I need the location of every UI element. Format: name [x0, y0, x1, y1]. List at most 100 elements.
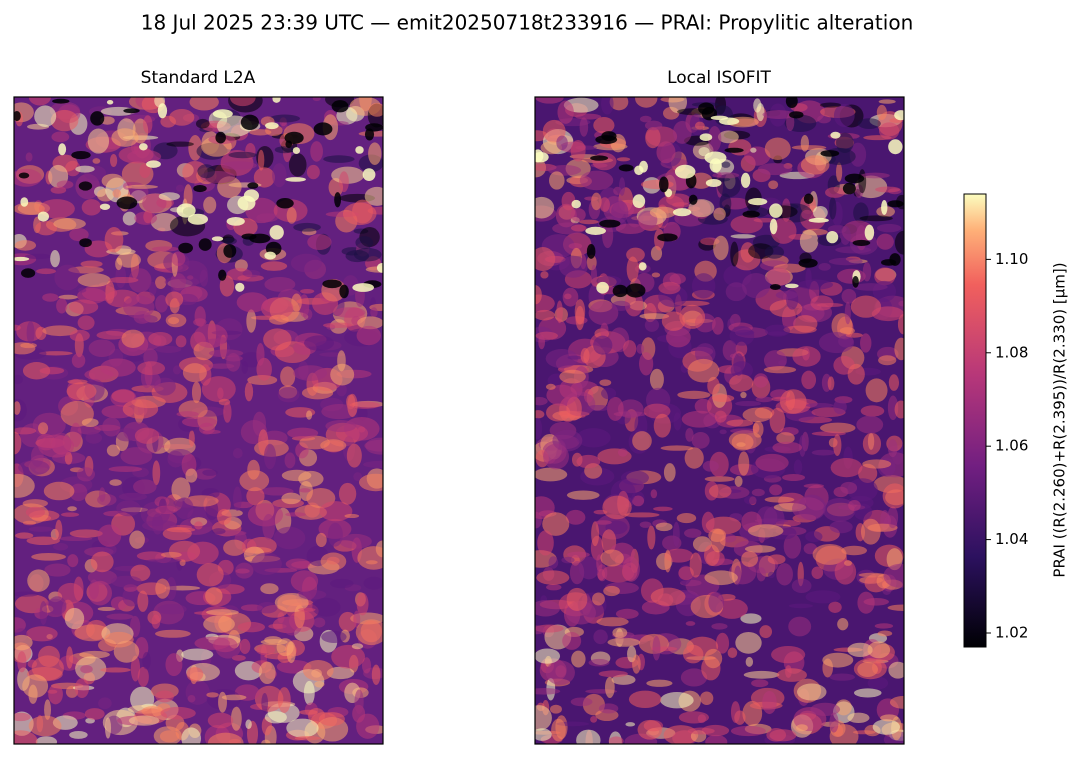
- image-texture: [186, 667, 204, 682]
- image-texture: [822, 652, 854, 668]
- image-texture: [632, 654, 641, 674]
- image-texture: [183, 184, 193, 209]
- image-texture: [129, 530, 145, 549]
- image-texture: [874, 623, 894, 629]
- image-texture: [97, 606, 116, 611]
- image-texture: [364, 186, 383, 206]
- image-texture: [717, 130, 739, 144]
- image-texture: [535, 410, 545, 419]
- image-texture: [600, 97, 614, 115]
- image-texture: [602, 495, 632, 520]
- image-texture: [658, 281, 681, 295]
- image-panel: [14, 97, 383, 744]
- image-texture: [612, 627, 628, 638]
- image-texture: [312, 97, 321, 102]
- image-texture: [339, 284, 349, 299]
- image-texture: [206, 692, 219, 698]
- image-texture: [15, 532, 34, 539]
- image-texture: [862, 432, 882, 455]
- image-texture: [125, 184, 158, 189]
- image-texture: [849, 142, 867, 167]
- image-texture: [277, 387, 300, 403]
- image-texture: [260, 261, 288, 271]
- image-texture: [363, 460, 383, 469]
- image-texture: [237, 274, 264, 282]
- image-texture: [674, 164, 696, 179]
- image-texture: [585, 226, 606, 235]
- image-texture: [729, 374, 754, 392]
- image-texture: [543, 443, 570, 470]
- image-texture: [766, 728, 787, 742]
- image-texture: [785, 390, 796, 411]
- image-texture: [194, 636, 231, 650]
- image-texture: [222, 237, 237, 245]
- image-texture: [18, 172, 30, 179]
- image-texture: [542, 512, 570, 536]
- image-texture: [79, 650, 110, 659]
- image-texture: [713, 207, 726, 221]
- image-texture: [246, 487, 265, 506]
- image-texture: [357, 316, 383, 330]
- image-texture: [79, 238, 92, 248]
- image-texture: [290, 253, 322, 273]
- image-texture: [376, 262, 383, 273]
- image-texture: [38, 199, 75, 219]
- image-texture: [700, 691, 714, 705]
- image-texture: [678, 711, 710, 724]
- image-texture: [598, 703, 619, 714]
- image-texture: [561, 556, 575, 564]
- image-texture: [116, 500, 141, 517]
- image-texture: [39, 367, 65, 375]
- image-texture: [71, 353, 86, 368]
- image-texture: [269, 314, 289, 325]
- image-texture: [586, 404, 610, 412]
- image-texture: [684, 447, 704, 469]
- image-texture: [727, 647, 738, 659]
- image-texture: [329, 578, 354, 589]
- image-texture: [188, 430, 195, 447]
- image-texture: [357, 546, 383, 570]
- colorbar: [963, 193, 987, 648]
- image-texture: [223, 401, 232, 423]
- image-texture: [859, 215, 893, 222]
- image-texture: [685, 428, 694, 442]
- image-texture: [251, 552, 282, 575]
- image-texture: [776, 668, 807, 682]
- image-texture: [143, 210, 153, 224]
- image-texture: [123, 108, 140, 114]
- image-texture: [312, 597, 341, 617]
- image-texture: [130, 655, 141, 682]
- image-texture: [660, 445, 694, 451]
- image-texture: [111, 575, 142, 588]
- image-texture: [272, 163, 287, 188]
- image-texture: [764, 245, 785, 259]
- image-texture: [639, 115, 652, 123]
- image-texture: [58, 143, 67, 156]
- image-texture: [137, 590, 149, 612]
- image-texture: [99, 203, 111, 210]
- image-texture: [108, 276, 139, 284]
- image-texture: [878, 99, 896, 104]
- image-texture: [666, 193, 691, 207]
- image-texture: [672, 521, 680, 547]
- image-texture: [622, 556, 640, 582]
- image-texture: [704, 570, 738, 586]
- image-texture: [263, 443, 277, 470]
- image-texture: [344, 513, 360, 519]
- image-texture: [220, 161, 257, 170]
- image-texture: [611, 200, 629, 224]
- image-texture: [277, 687, 291, 714]
- image-texture: [639, 521, 652, 528]
- image-texture: [191, 381, 202, 404]
- image-texture: [237, 621, 266, 633]
- image-texture: [647, 525, 656, 550]
- image-texture: [767, 331, 787, 336]
- image-texture: [207, 712, 234, 729]
- image-texture: [889, 695, 904, 709]
- image-texture: [651, 272, 661, 278]
- image-texture: [264, 711, 287, 724]
- image-texture: [147, 558, 182, 563]
- image-texture: [211, 236, 224, 242]
- image-texture: [152, 460, 161, 486]
- image-texture: [535, 309, 555, 321]
